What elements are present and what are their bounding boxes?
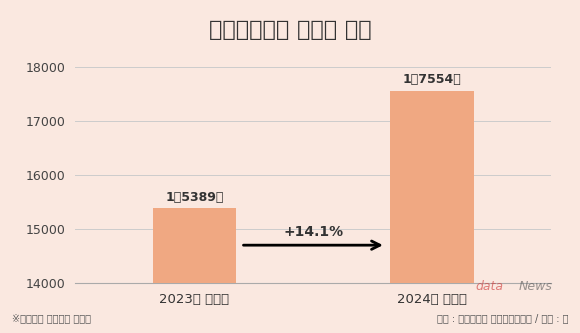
Text: 자료 : 금융감독원 전자공시시스템 / 단위 : 원: 자료 : 금융감독원 전자공시시스템 / 단위 : 원 bbox=[437, 313, 568, 323]
Bar bbox=[153, 208, 236, 283]
Text: 1조7554억: 1조7554억 bbox=[403, 73, 462, 86]
Text: 우리금융지주 순이익 추이: 우리금융지주 순이익 추이 bbox=[209, 20, 371, 40]
Text: News: News bbox=[519, 280, 553, 293]
Bar bbox=[390, 91, 474, 283]
Text: data: data bbox=[476, 280, 503, 293]
Text: +14.1%: +14.1% bbox=[283, 225, 343, 239]
Text: 1조5389억: 1조5389억 bbox=[165, 190, 223, 203]
Text: ※지배기업 소유지분 순이익: ※지배기업 소유지분 순이익 bbox=[12, 313, 90, 323]
